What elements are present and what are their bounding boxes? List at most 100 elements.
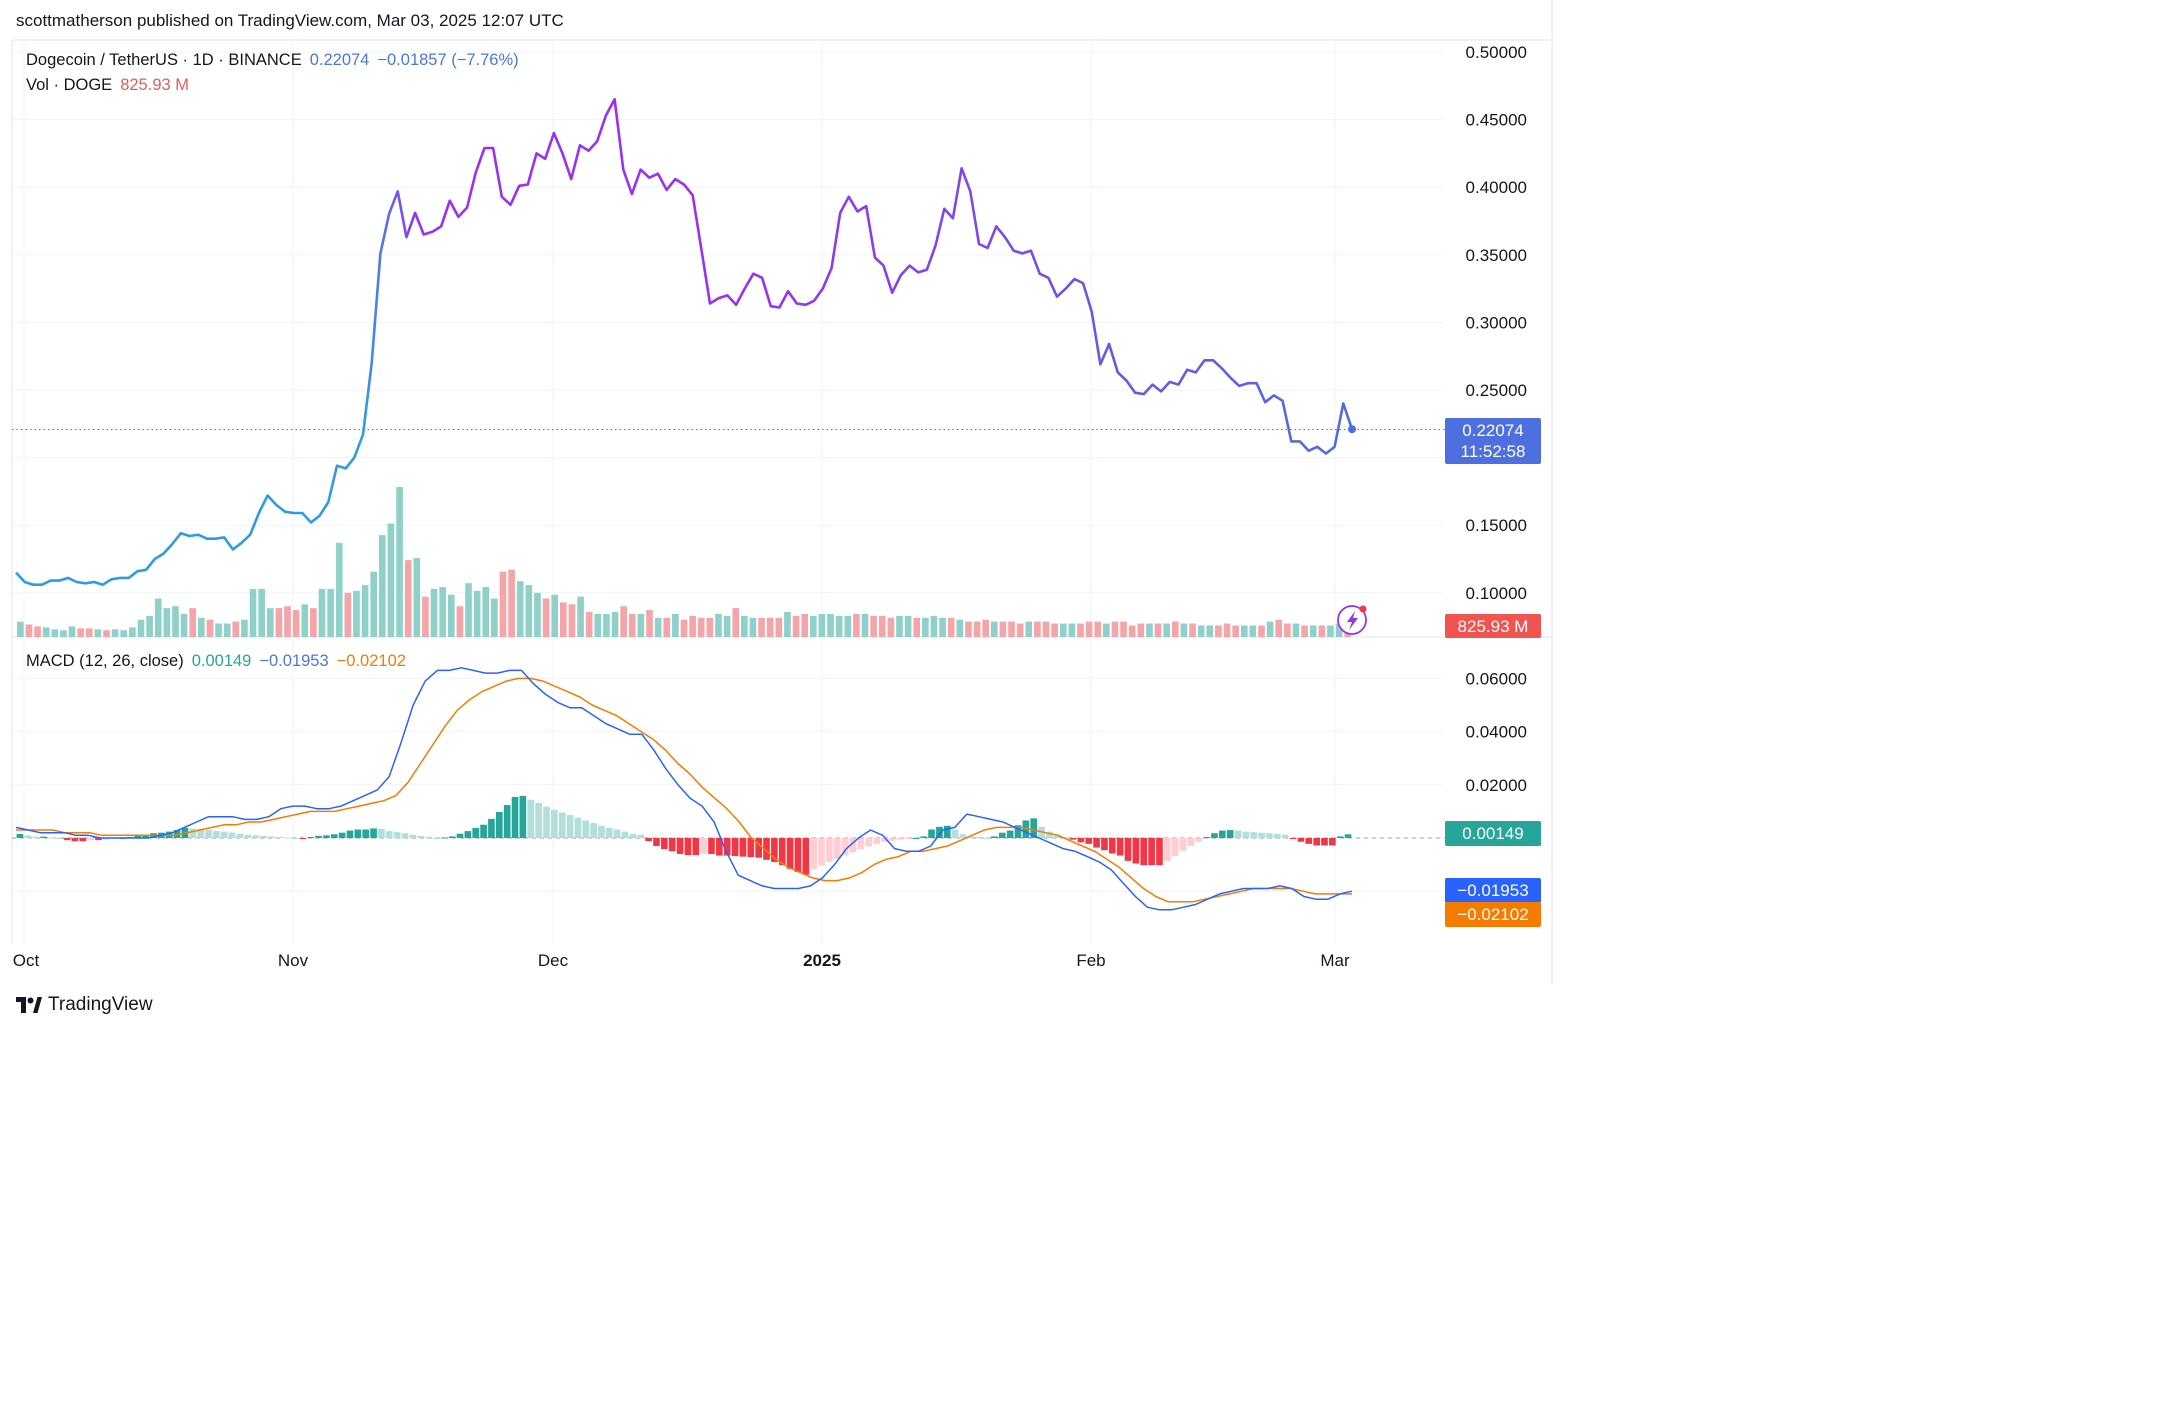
macd-histogram-bar (1030, 818, 1038, 838)
volume-bar (215, 623, 222, 637)
macd-histogram-bar (983, 838, 990, 839)
volume-bar (775, 617, 783, 637)
macd-histogram-bar (558, 812, 566, 838)
macd-histogram-bar (692, 838, 700, 856)
axes: 0.50000 0.45000 0.40000 0.35000 0.30000 0.250… (13, 43, 1527, 970)
macd-histogram-bar (1069, 838, 1077, 840)
publisher-caption: scottmatherson published on TradingView.… (16, 11, 564, 30)
macd-title[interactable]: MACD (12, 26, close) (26, 652, 184, 670)
tradingview-brand[interactable]: TradingView (16, 994, 153, 1016)
symbol-title[interactable]: Dogecoin / TetherUS · 1D · BINANCE (26, 51, 302, 69)
volume-bar (137, 619, 145, 637)
macd-histogram-bar (747, 838, 755, 858)
volume-bar (1232, 625, 1239, 637)
macd-histogram-bar (401, 833, 409, 838)
volume-bar (801, 613, 808, 637)
volume-bar (1180, 623, 1188, 637)
macd-histogram-bar (700, 838, 707, 854)
volume-bar (310, 608, 317, 637)
macd-histogram-bar (1093, 838, 1100, 848)
macd-histogram-bar (1313, 838, 1320, 846)
macd-histogram-bar (786, 838, 794, 869)
macd-histogram-bar (967, 836, 975, 838)
volume-bar (982, 619, 989, 637)
price-axis-label: 0.30000 (1466, 313, 1527, 332)
macd-histogram-bar (1140, 838, 1148, 866)
macd-histogram-bar (40, 836, 47, 838)
macd-histogram-bar (1061, 836, 1069, 838)
volume-bar (447, 594, 455, 637)
volume-bar (913, 617, 921, 637)
macd-histogram-bar (220, 831, 228, 838)
time-axis-label: Mar (1320, 951, 1350, 970)
volume-bar (603, 613, 610, 637)
macd-histogram-bar (912, 838, 920, 839)
time-axis-label: Oct (13, 951, 40, 970)
volume-bar (594, 613, 602, 637)
volume-bar (672, 613, 679, 637)
time-axis-label: 2025 (803, 951, 841, 970)
volume-bar (430, 588, 438, 637)
macd-histogram-bar (1242, 831, 1250, 838)
volume-bar (706, 617, 714, 637)
volume-bar (206, 619, 214, 637)
volume-bar (85, 628, 93, 637)
macd-histogram-bar (606, 827, 613, 838)
volume-bar (904, 615, 912, 637)
price-axis-label: 0.25000 (1466, 381, 1527, 400)
volume-bar (189, 608, 197, 637)
macd-histogram-bar (755, 838, 762, 858)
volume-bar (1318, 625, 1326, 637)
macd-histogram-bar (1108, 838, 1116, 854)
volume-bar (628, 613, 636, 637)
macd-histogram-bar (841, 838, 849, 856)
volume-bar (1120, 621, 1127, 637)
volume-bar (637, 613, 645, 637)
volume-bar (542, 598, 550, 637)
volume-bar (1103, 623, 1110, 637)
volume-bar (680, 619, 688, 637)
macd-histogram-bar (763, 838, 770, 860)
macd-histogram-bar (362, 829, 370, 838)
macd-histogram-bar (676, 838, 684, 854)
macd-histogram-bar (881, 838, 888, 842)
macd-histogram-bar (495, 811, 503, 838)
macd-histogram-bar (142, 834, 149, 838)
last-price-value: 0.22074 (309, 51, 370, 69)
macd-histogram-bar (543, 806, 550, 838)
macd-histogram-bar (684, 838, 692, 856)
volume-bar (947, 617, 955, 637)
macd-histogram-bar (1329, 838, 1336, 846)
macd-histogram-bar (385, 831, 393, 838)
macd-histogram-bar (1101, 838, 1108, 851)
macd-histogram-bar (252, 835, 260, 838)
volume-value: 825.93 M (120, 76, 189, 94)
macd-histogram-bar (739, 838, 747, 857)
volume-bar (663, 617, 671, 637)
macd-histogram-bar (103, 838, 110, 840)
volume-bar (68, 626, 76, 637)
macd-histogram-bar (1297, 838, 1305, 842)
brand-name: TradingView (48, 994, 153, 1015)
volume-bar (1292, 623, 1300, 637)
volume-bar (1068, 623, 1076, 637)
macd-histogram-bar (32, 836, 39, 838)
volume-bar (163, 608, 171, 637)
price-change-value: −0.01857 (−7.76%) (377, 51, 519, 69)
volume-bar (551, 594, 559, 637)
macd-histogram-bar (291, 838, 299, 839)
volume-bar (1025, 621, 1033, 637)
volume-bar (266, 608, 274, 637)
macd-histogram-bar (370, 828, 377, 838)
volume-bar (258, 588, 265, 637)
volume-bar (499, 571, 507, 637)
volume-bar (25, 624, 33, 637)
volume-title[interactable]: Vol · DOGE (26, 76, 113, 94)
volume-bar (1197, 625, 1205, 637)
macd-histogram-bar (409, 834, 417, 838)
macd-histogram-bar (275, 836, 283, 838)
macd-histogram-bar (1053, 834, 1061, 838)
chart-canvas[interactable]: 0.50000 0.45000 0.40000 0.35000 0.30000 0.250… (0, 0, 1568, 1024)
volume-bar (17, 621, 24, 637)
macd-histogram-bar (1226, 830, 1234, 838)
